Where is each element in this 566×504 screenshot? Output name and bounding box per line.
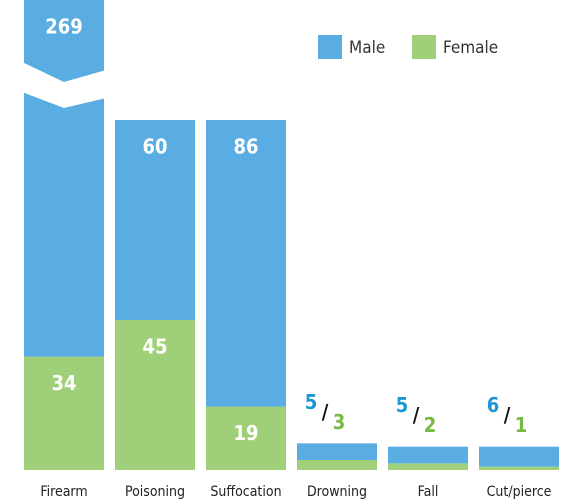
value-label: 34 [51, 371, 76, 395]
x-tick-label: Fall [418, 484, 439, 500]
x-tick-label: Drowning [307, 484, 367, 500]
bar-segment [479, 446, 559, 467]
value-label: 6 [487, 393, 500, 417]
bar-segment [388, 446, 468, 464]
value-separator: / [504, 403, 511, 427]
value-separator: / [322, 400, 329, 424]
legend-label: Female [443, 38, 498, 58]
bar-segment [115, 120, 195, 320]
value-label: 86 [233, 135, 258, 159]
x-tick-label: Firearm [40, 484, 87, 500]
x-tick-label: Cut/pierce [487, 484, 552, 500]
bar-segment [115, 320, 195, 470]
bar-segment [206, 406, 286, 470]
value-separator: / [413, 403, 420, 427]
legend-swatch [412, 35, 436, 59]
x-tick-label: Poisoning [125, 484, 185, 500]
bar-segment [297, 443, 377, 460]
value-label: 2 [424, 413, 437, 437]
bar-segment [24, 0, 104, 357]
legend-label: Male [349, 38, 385, 58]
value-label: 60 [142, 135, 167, 159]
value-label: 5 [396, 393, 409, 417]
bar-segment [388, 463, 468, 470]
legend-swatch [318, 35, 342, 59]
value-label: 1 [515, 413, 528, 437]
value-label: 269 [45, 15, 83, 39]
value-label: 45 [142, 335, 167, 359]
bar-segment [479, 466, 559, 470]
value-label: 3 [333, 410, 346, 434]
axis-break [22, 62, 106, 108]
bar-segment [24, 356, 104, 470]
x-tick-label: Suffocation [210, 484, 281, 500]
bar-segment [206, 120, 286, 407]
value-label: 5 [305, 390, 318, 414]
bar-segment [297, 460, 377, 470]
value-label: 19 [233, 421, 258, 445]
